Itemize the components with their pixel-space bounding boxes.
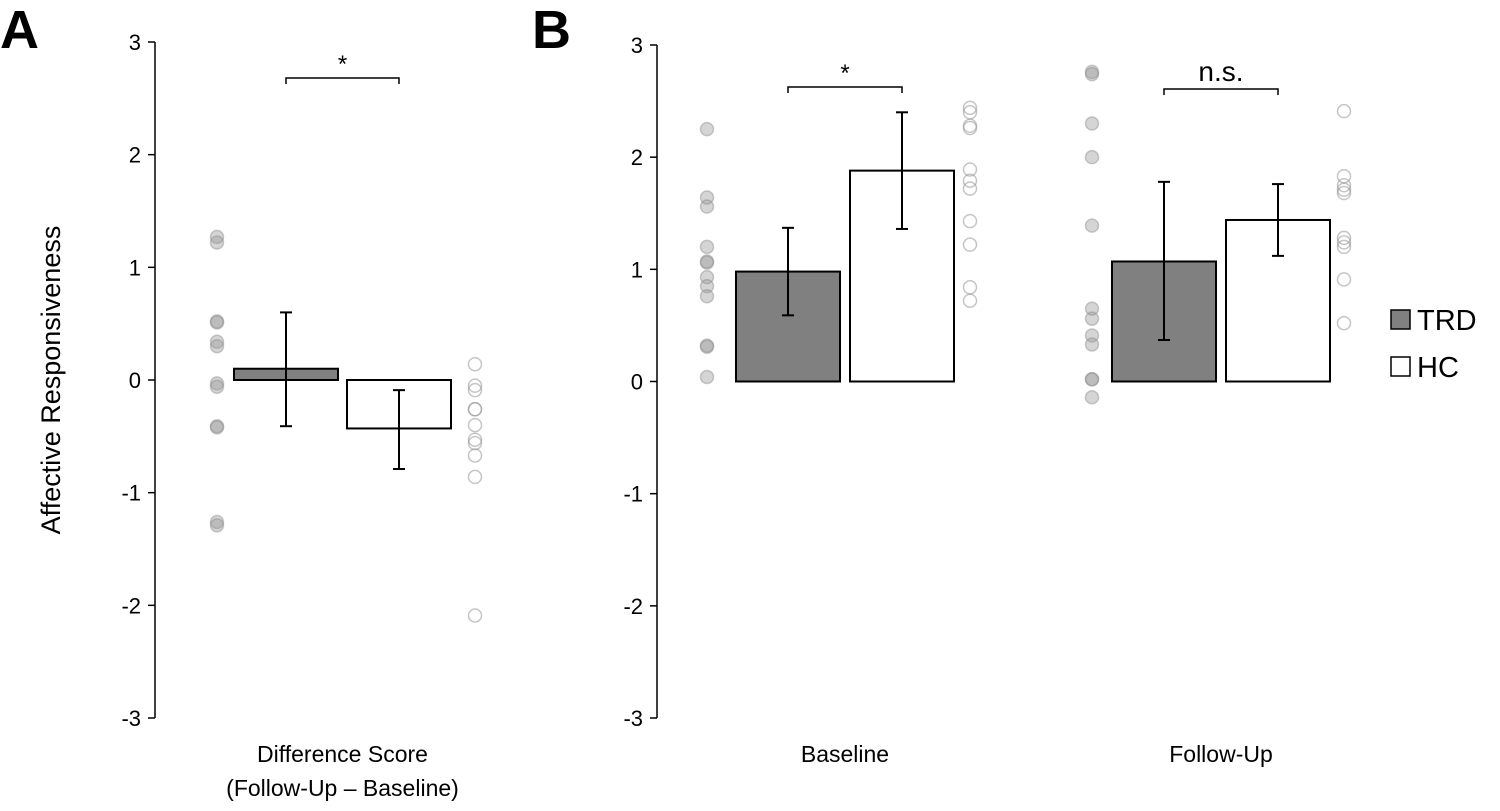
trd-data-point [1084, 337, 1100, 352]
hc-data-point [962, 181, 978, 196]
trd-data-point [209, 418, 225, 434]
hc-data-point [962, 100, 978, 116]
hc-data-point [962, 213, 978, 229]
trd-data-point [1084, 149, 1100, 165]
hc-data-point [1336, 103, 1352, 119]
trd-data-point [209, 315, 225, 330]
trd-data-point [699, 269, 715, 285]
panel-label: A [0, 0, 39, 60]
x-category-label: Follow-Up [1169, 741, 1273, 767]
trd-data-point [209, 334, 225, 349]
y-tick-label: -1 [623, 482, 643, 507]
trd-data-point [1084, 218, 1100, 233]
hc-data-point [467, 432, 483, 447]
trd-data-point [699, 338, 715, 353]
trd-data-point [699, 339, 715, 354]
significance-label: * [338, 51, 347, 78]
trd-data-point [1084, 66, 1100, 82]
hc-data-point [962, 162, 978, 177]
y-axis-label: Affective Responsiveness [36, 226, 66, 535]
hc-data-point [467, 402, 483, 417]
y-tick-label: -2 [121, 593, 141, 618]
trd-data-point [209, 514, 225, 530]
hc-data-point [1336, 177, 1352, 193]
trd-legend-swatch [1390, 309, 1411, 330]
y-tick-label: 3 [631, 33, 643, 58]
hc-data-point [467, 378, 483, 393]
hc-data-point [962, 173, 978, 188]
significance-label: n.s. [1198, 56, 1243, 87]
hc-data-point [1336, 182, 1352, 197]
y-tick-label: 1 [631, 257, 643, 282]
trd-data-point [209, 376, 225, 391]
hc-data-point [467, 435, 483, 451]
trd-data-point [699, 255, 715, 270]
y-tick-label: 0 [129, 368, 141, 393]
x-category-label-line2: (Follow-Up – Baseline) [226, 775, 459, 801]
hc-data-point [467, 356, 483, 372]
y-tick-label: -3 [623, 706, 643, 731]
trd-data-point [209, 235, 225, 250]
trd-data-point [209, 314, 225, 329]
hc-data-point [467, 382, 483, 398]
hc-data-point [467, 469, 483, 485]
y-tick-label: -1 [121, 481, 141, 506]
hc-data-point [962, 280, 978, 295]
trd-data-point [1084, 389, 1100, 405]
hc-data-point [962, 293, 978, 308]
trd-data-point [699, 199, 715, 214]
trd-data-point [1084, 64, 1100, 80]
y-tick-label: 2 [631, 145, 643, 170]
trd-data-point [1084, 328, 1100, 343]
trd-data-point [1084, 116, 1100, 131]
y-tick-label: 0 [631, 370, 643, 395]
hc-data-point [1336, 272, 1352, 287]
x-category-label: Baseline [801, 741, 889, 767]
trd-legend-label: TRD [1417, 305, 1477, 337]
trd-data-point [209, 379, 225, 395]
trd-data-point [1084, 372, 1100, 387]
hc-data-point [962, 120, 978, 136]
hc-data-point [1336, 235, 1352, 250]
hc-data-point [962, 237, 978, 252]
trd-data-point [699, 121, 715, 137]
hc-data-point [467, 608, 483, 623]
trd-data-point [699, 289, 715, 304]
trd-data-point [1084, 301, 1100, 316]
trd-data-point [1084, 311, 1100, 326]
y-tick-label: -2 [623, 594, 643, 619]
trd-data-point [699, 239, 715, 255]
y-tick-label: 1 [129, 255, 141, 280]
y-tick-label: 3 [129, 30, 141, 55]
significance-bracket [285, 77, 400, 84]
hc-data-point [467, 417, 483, 433]
trd-data-point [699, 278, 715, 294]
trd-data-point [209, 420, 225, 435]
hc-legend-swatch [1390, 356, 1411, 377]
trd-data-point [699, 369, 715, 385]
hc-data-point [1336, 185, 1352, 201]
significance-bracket [1163, 88, 1279, 95]
significance-bracket [787, 86, 903, 93]
x-category-label: Difference Score [257, 741, 428, 767]
trd-data-point [209, 518, 225, 533]
panel-label: B [532, 0, 571, 60]
trd-data-point [699, 190, 715, 205]
trd-data-point [209, 229, 225, 245]
significance-label: * [840, 60, 849, 87]
y-tick-label: 2 [129, 143, 141, 168]
hc-data-point [1336, 239, 1352, 255]
hc-legend-label: HC [1417, 352, 1459, 384]
trd-data-point [699, 254, 715, 269]
y-tick-label: -3 [121, 706, 141, 731]
hc-data-point [1336, 315, 1352, 331]
trd-data-point [209, 338, 225, 354]
trd-data-point [1084, 372, 1100, 387]
hc-data-point [467, 448, 483, 463]
hc-data-point [1336, 230, 1352, 246]
